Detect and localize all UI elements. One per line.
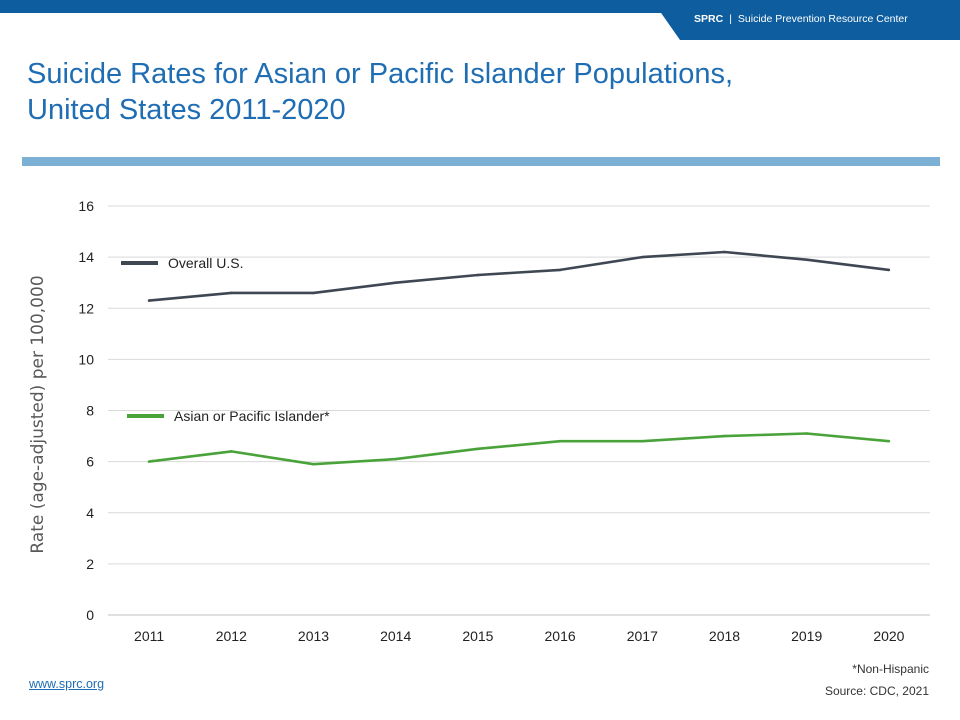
x-tick-label: 2013 xyxy=(298,628,329,644)
page-title-line-1: Suicide Rates for Asian or Pacific Islan… xyxy=(27,58,734,90)
brand-name: Suicide Prevention Resource Center xyxy=(737,13,908,25)
data-point xyxy=(887,439,891,443)
data-point xyxy=(230,291,233,295)
y-tick-label: 4 xyxy=(86,505,94,521)
x-tick-label: 2015 xyxy=(462,628,493,644)
footnote: *Non-Hispanic xyxy=(852,662,929,676)
data-point xyxy=(312,462,315,466)
data-point xyxy=(147,299,151,302)
header-brand: SPRC | Suicide Prevention Resource Center xyxy=(694,13,908,25)
x-tick-label: 2016 xyxy=(545,628,576,644)
data-point xyxy=(476,447,480,451)
data-point xyxy=(394,457,398,461)
page-title-line-2: United States 2011-2020 xyxy=(27,94,346,126)
y-tick-label: 6 xyxy=(86,454,94,470)
legend-label: Overall U.S. xyxy=(168,255,243,271)
page-title: Suicide Rates for Asian or Pacific Islan… xyxy=(27,56,927,128)
y-tick-label: 12 xyxy=(78,300,94,316)
series-line-overall-us xyxy=(148,250,890,302)
x-tick-label: 2017 xyxy=(627,628,658,644)
y-tick-label: 16 xyxy=(78,198,94,214)
data-point xyxy=(723,434,726,438)
data-point xyxy=(805,432,808,435)
y-tick-label: 2 xyxy=(86,556,94,572)
x-tick-label: 2012 xyxy=(216,628,247,644)
data-point xyxy=(394,281,398,284)
y-tick-label: 10 xyxy=(78,351,94,367)
title-divider xyxy=(22,157,940,166)
data-point xyxy=(641,255,644,259)
brand-separator: | xyxy=(729,13,732,25)
x-tick-label: 2020 xyxy=(873,628,904,644)
y-tick-label: 8 xyxy=(86,403,94,419)
y-tick-label: 14 xyxy=(78,249,94,265)
data-point xyxy=(558,439,562,443)
y-tick-label: 0 xyxy=(86,607,94,623)
data-point xyxy=(723,250,726,254)
series-line-asian-pacific-islander xyxy=(148,432,890,466)
website-link[interactable]: www.sprc.org xyxy=(29,677,105,691)
data-point xyxy=(805,258,808,261)
x-tick-label: 2011 xyxy=(134,628,164,644)
x-tick-label: 2019 xyxy=(791,628,822,644)
y-axis-title: Rate (age-adjusted) per 100,000 xyxy=(28,275,48,553)
x-tick-label: 2014 xyxy=(380,628,411,644)
data-point xyxy=(558,268,562,272)
brand-abbreviation: SPRC xyxy=(694,13,724,25)
data-point xyxy=(147,460,151,463)
legend-label: Asian or Pacific Islander* xyxy=(174,408,330,424)
source-note: Source: CDC, 2021 xyxy=(824,684,929,698)
header-brand-tab xyxy=(652,0,960,40)
data-point xyxy=(312,291,315,295)
data-point xyxy=(887,268,891,272)
data-point xyxy=(230,450,233,453)
x-tick-label: 2018 xyxy=(709,628,740,644)
data-point xyxy=(641,439,644,443)
data-point xyxy=(476,273,480,277)
